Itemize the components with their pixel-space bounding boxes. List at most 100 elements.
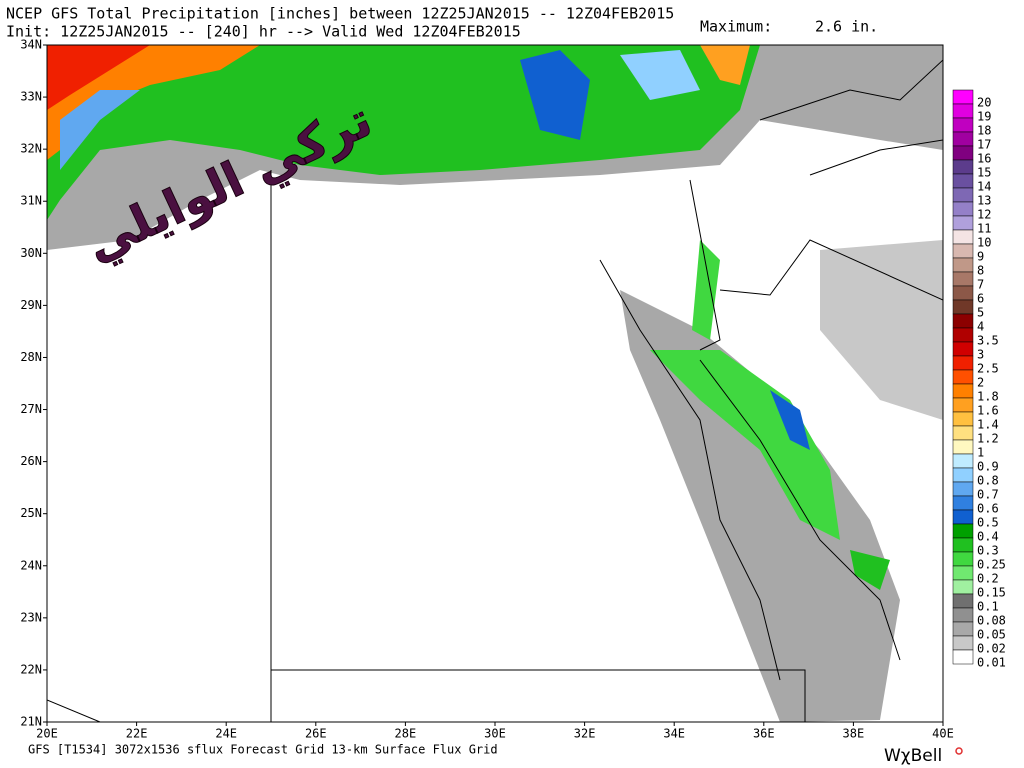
colorbar-label: 0.1 [977, 600, 999, 614]
lon-label: 40E [932, 727, 954, 741]
colorbar-label: 0.05 [977, 628, 1006, 642]
colorbar-swatch [952, 159, 974, 175]
colorbar: 20191817161514131211109876543.532.521.81… [952, 89, 1006, 670]
colorbar-swatch [952, 649, 974, 665]
footer: GFS [T1534] 3072x1536 sflux Forecast Gri… [28, 743, 498, 757]
colorbar-label: 10 [977, 236, 991, 250]
colorbar-label: 3 [977, 348, 984, 362]
colorbar-swatch [952, 229, 974, 245]
colorbar-swatch [952, 103, 974, 119]
colorbar-label: 2 [977, 376, 984, 390]
lon-label: 38E [843, 727, 865, 741]
colorbar-swatch [952, 369, 974, 385]
colorbar-label: 0.3 [977, 544, 999, 558]
brand: WχBell [884, 746, 942, 766]
colorbar-label: 11 [977, 222, 991, 236]
colorbar-swatch [952, 621, 974, 637]
lat-label: 31N [20, 194, 42, 208]
lon-label: 24E [215, 727, 237, 741]
colorbar-label: 19 [977, 110, 991, 124]
colorbar-swatch [952, 117, 974, 133]
lon-label: 30E [484, 727, 506, 741]
colorbar-swatch [952, 313, 974, 329]
colorbar-swatch [952, 523, 974, 539]
lon-label: 26E [305, 727, 327, 741]
lat-label: 24N [20, 558, 42, 572]
colorbar-label: 1.6 [977, 404, 999, 418]
lat-label: 28N [20, 350, 42, 364]
colorbar-swatch [952, 285, 974, 301]
colorbar-swatch [952, 635, 974, 651]
colorbar-label: 0.5 [977, 516, 999, 530]
lat-label: 21N [20, 715, 42, 729]
colorbar-label: 17 [977, 138, 991, 152]
colorbar-swatch [952, 411, 974, 427]
lat-label: 34N [20, 38, 42, 52]
colorbar-label: 0.7 [977, 488, 999, 502]
colorbar-label: 15 [977, 166, 991, 180]
colorbar-swatch [952, 453, 974, 469]
colorbar-swatch [952, 495, 974, 511]
colorbar-swatch [952, 257, 974, 273]
subtitle: Init: 12Z25JAN2015 -- [240] hr --> Valid… [6, 23, 521, 41]
lat-label: 27N [20, 402, 42, 416]
lat-label: 25N [20, 506, 42, 520]
colorbar-swatch [952, 565, 974, 581]
colorbar-label: 1.8 [977, 390, 999, 404]
lon-label: 36E [753, 727, 775, 741]
colorbar-label: 9 [977, 250, 984, 264]
colorbar-swatch [952, 89, 974, 105]
colorbar-swatch [952, 271, 974, 287]
colorbar-swatch [952, 579, 974, 595]
colorbar-label: 0.6 [977, 502, 999, 516]
colorbar-swatch [952, 355, 974, 371]
lon-label: 22E [126, 727, 148, 741]
colorbar-swatch [952, 341, 974, 357]
colorbar-label: 7 [977, 278, 984, 292]
maximum-value: 2.6 in. [815, 18, 878, 36]
lon-label: 34E [663, 727, 685, 741]
colorbar-label: 13 [977, 194, 991, 208]
colorbar-label: 6 [977, 292, 984, 306]
colorbar-label: 0.25 [977, 558, 1006, 572]
colorbar-label: 0.08 [977, 614, 1006, 628]
colorbar-swatch [952, 607, 974, 623]
colorbar-label: 16 [977, 152, 991, 166]
colorbar-swatch [952, 551, 974, 567]
lat-label: 32N [20, 142, 42, 156]
colorbar-swatch [952, 187, 974, 203]
colorbar-label: 20 [977, 96, 991, 110]
colorbar-label: 4 [977, 320, 984, 334]
colorbar-label: 12 [977, 208, 991, 222]
lat-label: 23N [20, 610, 42, 624]
map: تركي الوايلي [46, 44, 944, 723]
colorbar-label: 3.5 [977, 334, 999, 348]
colorbar-swatch [952, 397, 974, 413]
colorbar-swatch [952, 383, 974, 399]
colorbar-swatch [952, 509, 974, 525]
colorbar-swatch [952, 481, 974, 497]
colorbar-label: 1.2 [977, 432, 999, 446]
lon-label: 28E [395, 727, 417, 741]
colorbar-swatch [952, 327, 974, 343]
colorbar-label: 0.15 [977, 586, 1006, 600]
colorbar-swatch [952, 439, 974, 455]
title: NCEP GFS Total Precipitation [inches] be… [6, 5, 674, 23]
colorbar-label: 5 [977, 306, 984, 320]
colorbar-label: 18 [977, 124, 991, 138]
axes: 34N 33N 32N 31N 30N 29N 28N 27N 26N 25N 24N 23N 22N 2… [20, 38, 954, 741]
colorbar-label: 1.4 [977, 418, 999, 432]
lat-label: 33N [20, 90, 42, 104]
colorbar-label: 0.8 [977, 474, 999, 488]
colorbar-swatch [952, 173, 974, 189]
maximum-label: Maximum: [700, 18, 772, 36]
colorbar-swatch [952, 467, 974, 483]
colorbar-label: 0.02 [977, 642, 1006, 656]
colorbar-label: 0.01 [977, 656, 1006, 670]
colorbar-swatch [952, 145, 974, 161]
colorbar-swatch [952, 593, 974, 609]
colorbar-label: 0.2 [977, 572, 999, 586]
colorbar-label: 14 [977, 180, 991, 194]
lon-label: 32E [574, 727, 596, 741]
